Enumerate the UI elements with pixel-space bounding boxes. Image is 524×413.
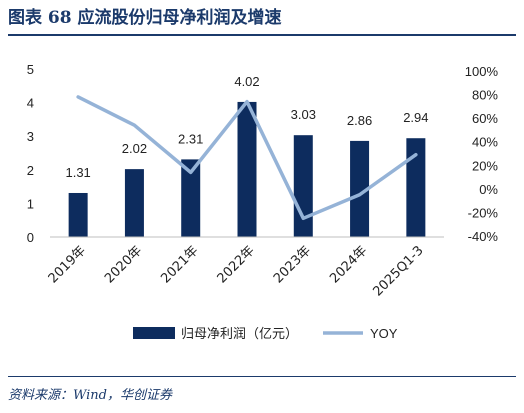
- y-left-tick-label: 3: [27, 129, 34, 144]
- x-tick-label: 2020年: [102, 243, 145, 286]
- bar: [68, 192, 88, 237]
- y-right-tick-label: -40%: [468, 229, 499, 244]
- figure-title: 图表 68 应流股份归母净利润及增速: [8, 8, 282, 28]
- y-right-tick-label: -20%: [468, 205, 499, 220]
- y-right-tick-label: 100%: [465, 64, 499, 79]
- y-left-tick-label: 5: [27, 62, 34, 77]
- source-rule: [8, 376, 516, 377]
- x-tick-label: 2023年: [271, 243, 314, 286]
- bar: [406, 138, 426, 237]
- y-left-tick-label: 2: [27, 163, 34, 178]
- line-layer: [76, 95, 418, 221]
- bar-value-label: 1.31: [65, 165, 90, 180]
- y-right-tick-label: 40%: [472, 135, 498, 150]
- legend-swatch-bar: [133, 327, 175, 339]
- bar: [293, 135, 313, 237]
- bar: [124, 169, 144, 237]
- x-tick-label: 2022年: [215, 243, 258, 286]
- source-note: 资料来源：Wind，华创证券: [8, 388, 172, 403]
- bar-value-label: 2.86: [347, 113, 372, 128]
- y-left-tick-label: 4: [27, 96, 34, 111]
- y-left-tick-label: 1: [27, 196, 34, 211]
- legend: 归母净利润（亿元） YOY: [133, 326, 398, 342]
- bar-value-label: 2.31: [178, 131, 203, 146]
- bar-value-label: 3.03: [291, 107, 316, 122]
- bar: [181, 159, 201, 237]
- bar-value-label: 2.02: [122, 141, 147, 156]
- bar: [350, 140, 370, 237]
- labels-layer: 0 1 2 3 4 5 -40% -20% 0% 20% 40% 60% 80% 100% 2019年 202…: [27, 62, 499, 299]
- x-tick-label: 2021年: [158, 243, 201, 286]
- y-right-tick-label: 0%: [479, 182, 498, 197]
- x-tick-label: 2019年: [46, 243, 89, 286]
- title-rule: [8, 34, 516, 36]
- y-right-tick-label: 60%: [472, 111, 498, 126]
- y-left-tick-label: 0: [27, 230, 34, 245]
- y-right-tick-label: 80%: [472, 88, 498, 103]
- x-tick-label: 2024年: [327, 243, 370, 286]
- legend-label-bar: 归母净利润（亿元）: [181, 327, 298, 342]
- bars-layer: [68, 101, 426, 237]
- bar-value-label: 2.94: [403, 110, 428, 125]
- y-right-tick-label: 20%: [472, 158, 498, 173]
- bar-value-label: 4.02: [234, 74, 259, 89]
- legend-label-line: YOY: [370, 326, 398, 341]
- bar: [237, 101, 257, 237]
- x-tick-label: 2025Q1-3: [370, 243, 426, 299]
